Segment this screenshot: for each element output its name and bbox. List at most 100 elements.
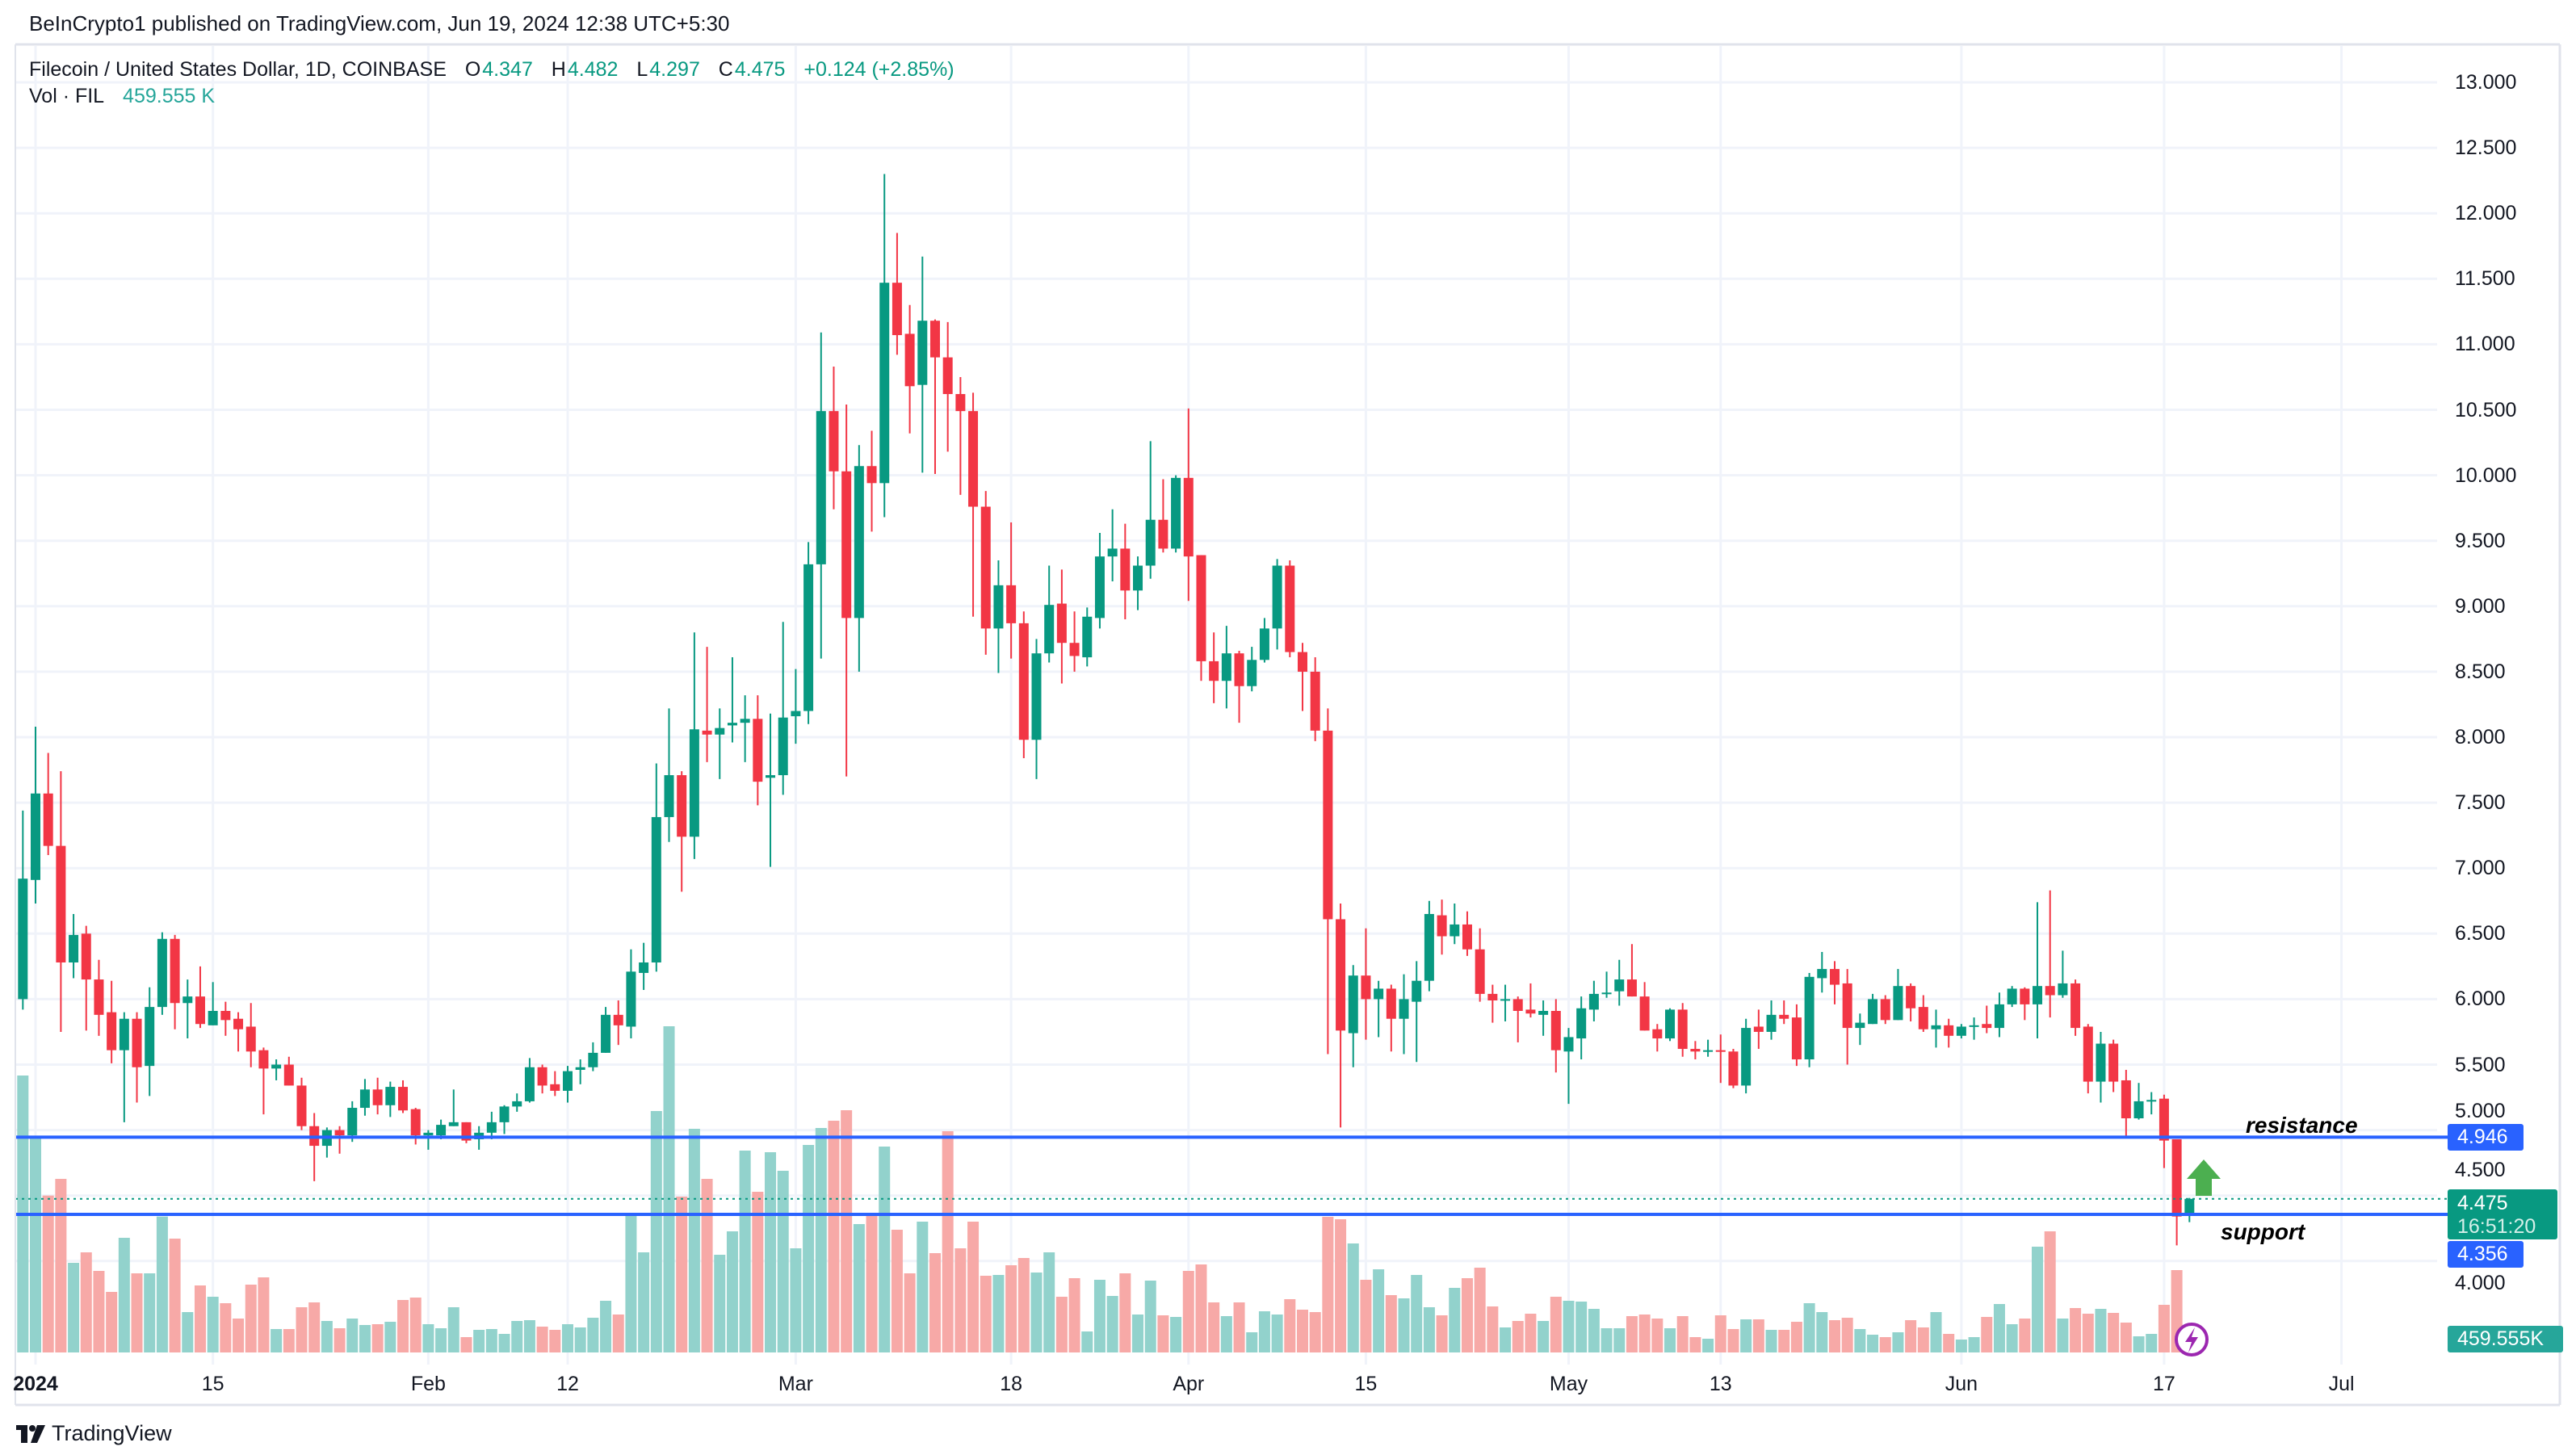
volume-bar: [1765, 1330, 1777, 1352]
candle-body: [524, 1067, 535, 1101]
candle-body: [993, 585, 1004, 629]
candle-body: [1880, 999, 1890, 1021]
symbol-title[interactable]: Filecoin / United States Dollar, 1D, COI…: [29, 58, 447, 81]
volume-bar: [1017, 1258, 1030, 1352]
candle-body: [1538, 1010, 1549, 1015]
volume-bar: [30, 1137, 41, 1352]
volume-bar: [473, 1330, 485, 1352]
grid: [15, 46, 2437, 1365]
candle-body: [1487, 993, 1498, 1001]
candle-body: [1829, 969, 1840, 985]
volume-bar: [2095, 1309, 2107, 1352]
volume-bar: [1297, 1310, 1308, 1352]
volume-bar: [536, 1327, 548, 1352]
candle-body: [1906, 986, 1916, 1008]
candle-body: [1044, 605, 1055, 654]
volume-bar: [752, 1192, 764, 1352]
close-value: 4.475: [734, 58, 786, 81]
volume-bar: [1195, 1264, 1207, 1352]
candle-body: [866, 466, 877, 484]
volume-bar: [1538, 1321, 1550, 1352]
volume-bar: [612, 1315, 624, 1352]
candle-body: [1196, 555, 1206, 661]
open-label: O: [464, 58, 481, 81]
volume-bar: [574, 1327, 586, 1352]
candle-body: [702, 730, 712, 735]
volume-bar: [1993, 1304, 2005, 1352]
candle-body: [119, 1018, 129, 1050]
candle-body: [2121, 1080, 2131, 1119]
tradingview-logo-text: TradingView: [52, 1421, 172, 1445]
candle-body: [347, 1108, 358, 1136]
candle-body: [1120, 548, 1131, 591]
tradingview-logo[interactable]: TradingView: [16, 1421, 172, 1446]
candle-body: [258, 1050, 269, 1069]
candle-body: [2171, 1138, 2182, 1217]
candle-body: [1944, 1025, 1954, 1036]
candle-body: [929, 321, 940, 358]
volume-bar: [1233, 1302, 1245, 1352]
candle-body: [639, 962, 649, 973]
candle-body: [2045, 986, 2055, 996]
volume-bar: [1246, 1332, 1258, 1352]
volume-bar: [144, 1273, 156, 1352]
volume-bar: [954, 1248, 967, 1352]
volume-bar: [207, 1297, 219, 1352]
volume-bar: [220, 1303, 232, 1352]
time-tick-label: Feb: [410, 1373, 446, 1395]
time-tick-label: Apr: [1173, 1373, 1205, 1395]
candle-body: [2020, 988, 2030, 1004]
volume-bar: [1500, 1327, 1512, 1352]
volume-bar: [2108, 1313, 2120, 1352]
price-tick-label: 11.500: [2455, 267, 2515, 291]
volume-bar: [1373, 1269, 1385, 1352]
volume-bar: [1563, 1301, 1575, 1352]
candle-body: [1918, 1007, 1928, 1029]
volume-bar: [308, 1302, 321, 1352]
volume-bar: [384, 1322, 396, 1352]
time-tick-label: Jun: [1945, 1373, 1978, 1395]
price-tick-label: 4.500: [2455, 1158, 2506, 1181]
lightning-alert-icon[interactable]: [2175, 1323, 2209, 1356]
candle-body: [1601, 992, 1612, 995]
candle-body: [980, 506, 991, 629]
volume-bar: [942, 1131, 954, 1352]
candle-body: [2159, 1098, 2169, 1141]
candle-body: [816, 411, 826, 564]
candle-body: [436, 1125, 447, 1136]
volume-bar: [549, 1330, 561, 1352]
candle-body: [1639, 996, 1650, 1031]
time-tick-label: 18: [1000, 1373, 1023, 1395]
candle-body: [132, 1018, 142, 1067]
volume-bar: [992, 1275, 1005, 1352]
candle-body: [1056, 603, 1067, 644]
volume-bar: [460, 1337, 472, 1352]
candle-body: [1082, 616, 1093, 658]
volume-bar: [587, 1318, 599, 1352]
volume-bar: [1778, 1330, 1790, 1352]
candle-body: [1285, 565, 1295, 652]
volume-bar: [1170, 1317, 1182, 1352]
candle-body: [1374, 988, 1384, 1000]
volume-bar: [1068, 1278, 1080, 1352]
symbol-legend: Filecoin / United States Dollar, 1D, COI…: [29, 57, 956, 82]
volume-bar: [2133, 1336, 2145, 1352]
candle-body: [727, 723, 737, 726]
volume-bar: [904, 1273, 916, 1352]
volume-bar: [156, 1216, 168, 1352]
support-price-label: 4.356: [2448, 1241, 2524, 1268]
volume-bar: [1981, 1317, 1993, 1352]
volume-bar: [1093, 1280, 1105, 1352]
volume-bar: [1030, 1273, 1043, 1352]
candle-body: [18, 878, 28, 1000]
volume-bar: [1943, 1334, 1955, 1352]
price-tick-label: 9.000: [2455, 594, 2506, 618]
candle-body: [968, 411, 979, 507]
candle-body: [601, 1014, 611, 1053]
volume-label[interactable]: Vol · FIL: [29, 85, 105, 107]
volume-bar: [1841, 1318, 1853, 1352]
volume-bar: [1487, 1306, 1499, 1352]
candle-body: [1512, 999, 1523, 1011]
candle-body: [841, 471, 852, 618]
